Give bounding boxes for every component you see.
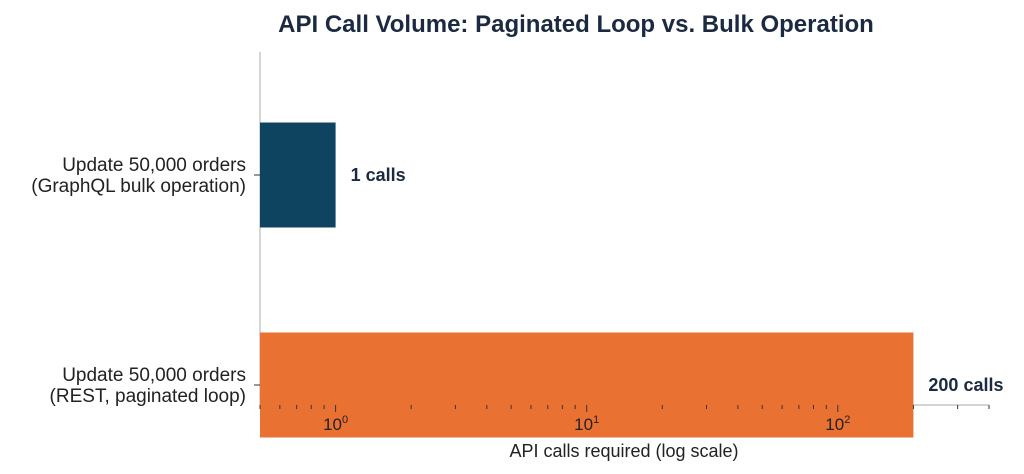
plot-area: Update 50,000 orders (GraphQL bulk operat… [31,52,1003,438]
data-label-1: 1 calls [351,165,406,185]
x-axis-label: API calls required (log scale) [509,441,738,461]
bar-2 [260,332,914,438]
x-tick-label-1: 100 [323,414,348,434]
chart-title: API Call Volume: Paginated Loop vs. Bulk… [278,11,874,38]
x-tick-label-3: 102 [825,414,850,434]
category-label-1: Update 50,000 orders (GraphQL bulk operat… [31,155,246,197]
x-tick-label-2: 101 [574,414,599,434]
data-label-2: 200 calls [928,375,1003,395]
bar-1 [260,122,336,228]
category-label-2: Update 50,000 orders (REST, paginated loo… [50,365,246,407]
